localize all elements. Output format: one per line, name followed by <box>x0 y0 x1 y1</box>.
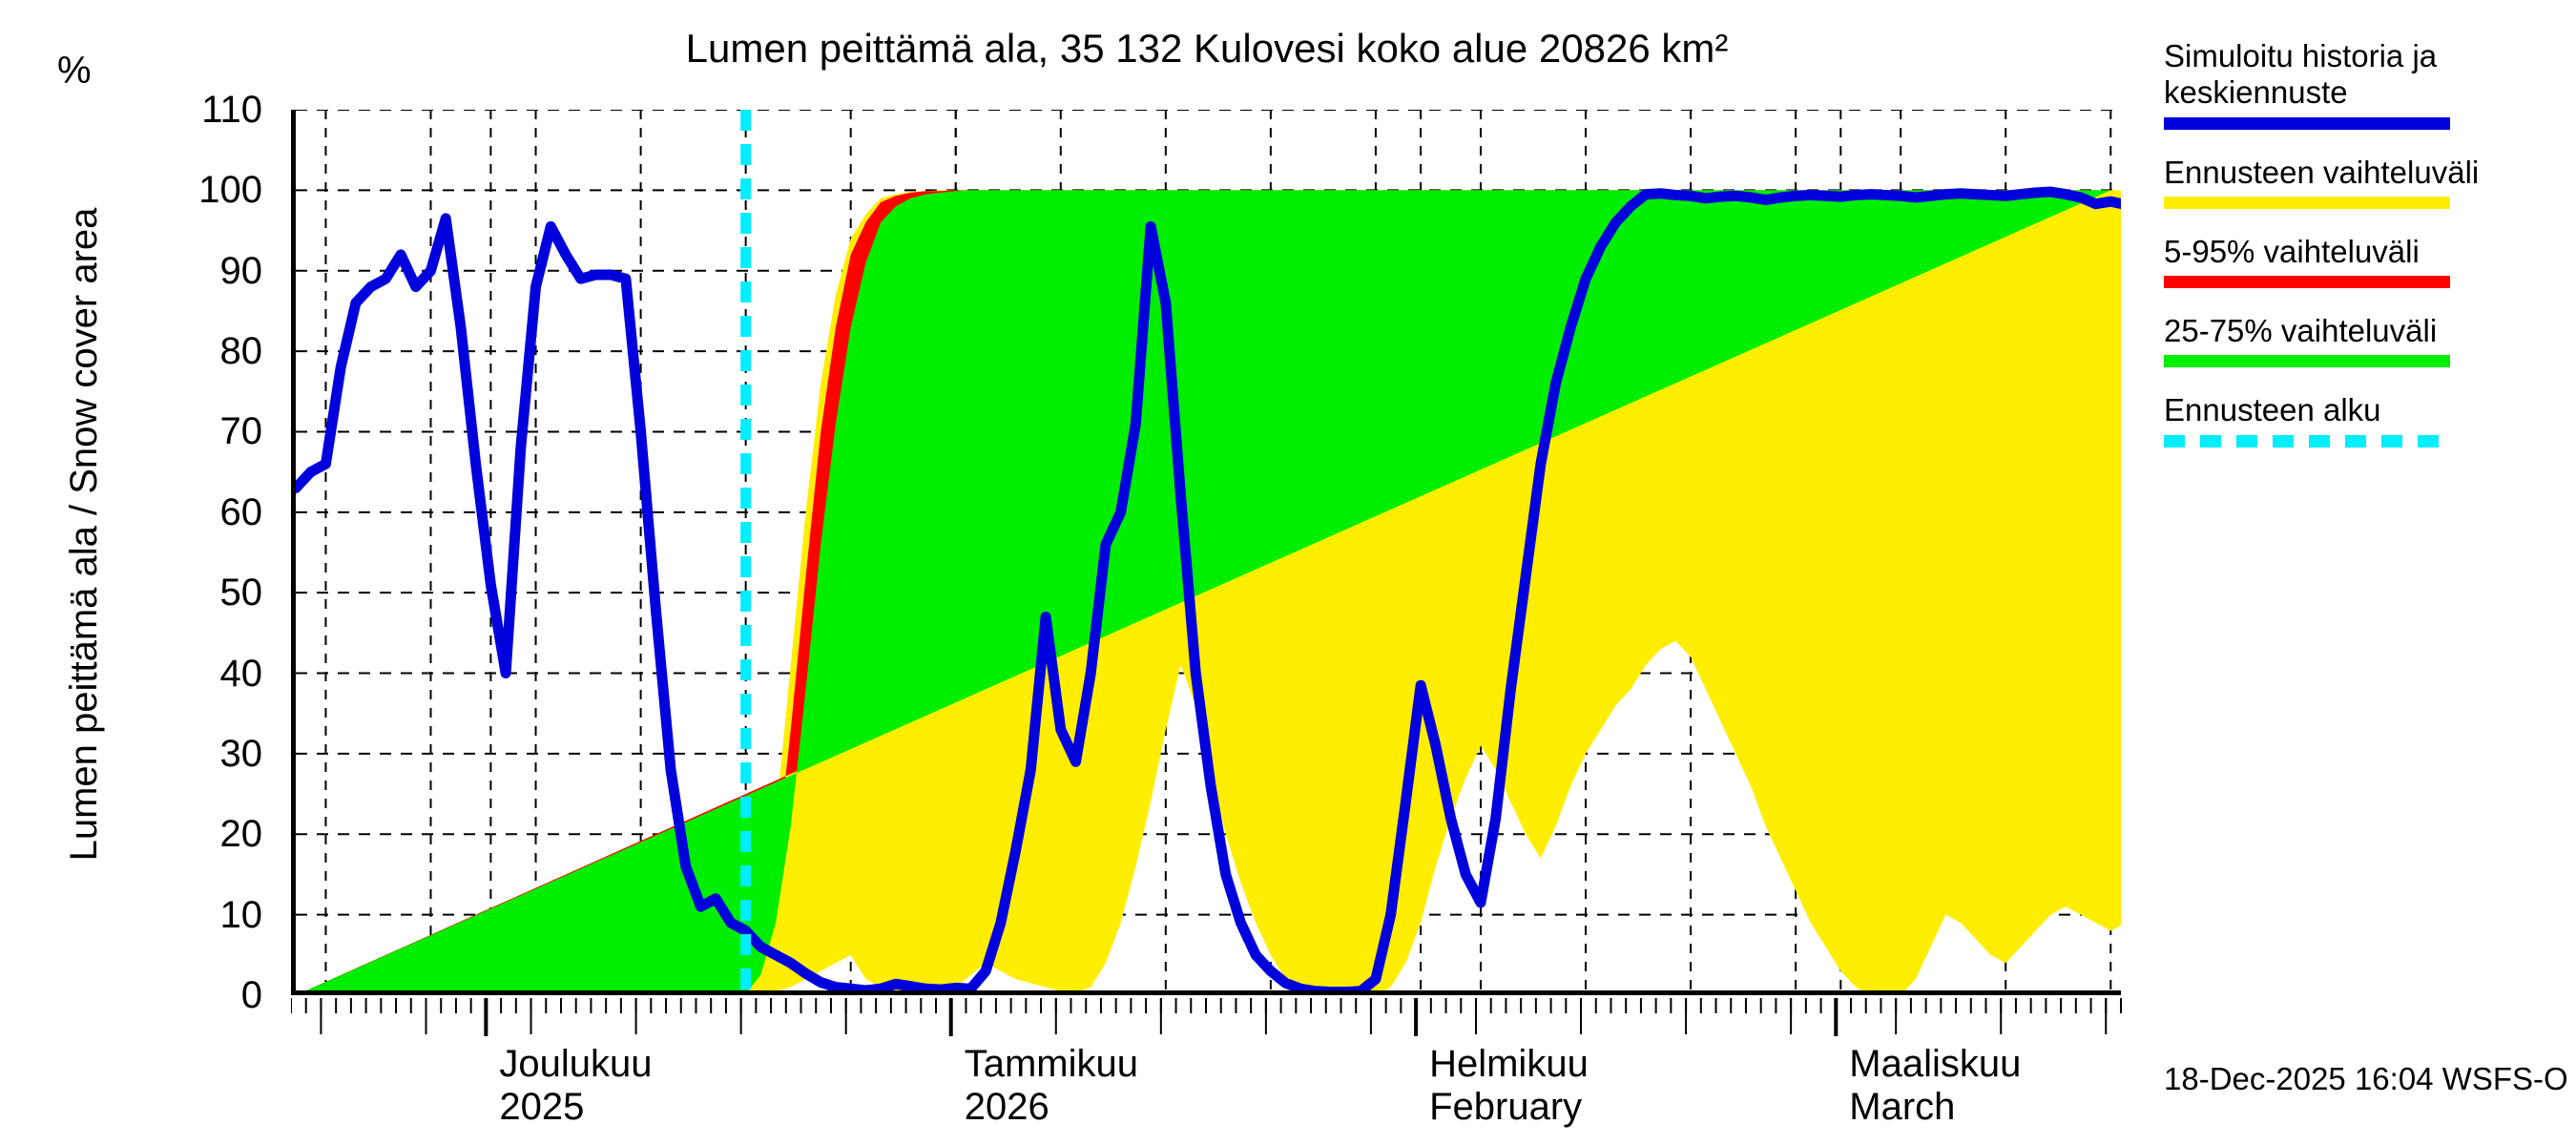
legend-swatch-5-95-vaihteluv-li <box>2164 276 2450 289</box>
y-tick-label: 10 <box>219 893 263 936</box>
x-label-secondary: 2026 <box>964 1085 1049 1128</box>
y-tick-label: 60 <box>219 490 263 533</box>
band-00ee00 <box>306 190 2111 990</box>
plot-inner <box>296 110 2121 990</box>
y-tick-label: 50 <box>219 572 263 614</box>
plot-area <box>291 110 2121 995</box>
x-axis-month-label: Tammikuu 2026 <box>965 1043 1138 1129</box>
x-axis-month-label: Joulukuu 2025 <box>499 1043 652 1129</box>
y-axis-unit: % <box>57 50 92 92</box>
x-axis-month-label: Maaliskuu March <box>1849 1043 2021 1129</box>
legend-label: Simuloitu historia ja keskiennuste <box>2164 38 2438 111</box>
y-tick-label: 70 <box>219 410 263 453</box>
mean-forecast-line <box>296 186 2121 990</box>
y-tick-label: 40 <box>219 652 263 695</box>
y-tick-label: 90 <box>219 249 263 292</box>
y-tick-label: 80 <box>219 330 263 373</box>
legend-swatch-ennusteen-alku <box>2164 434 2450 448</box>
x-axis-month-label: Helmikuu February <box>1429 1043 1589 1129</box>
legend-label: 5-95% vaihteluväli <box>2164 233 2420 269</box>
y-tick-label: 30 <box>219 732 263 775</box>
legend-label: 25-75% vaihteluväli <box>2164 313 2438 349</box>
chart-legend: Simuloitu historia ja keskiennuste Ennust… <box>2164 38 2565 472</box>
legend-swatch-25-75-vaihteluv-li <box>2164 355 2450 368</box>
legend-swatch-simuloitu-historia-ja-keskiennuste <box>2164 116 2450 130</box>
y-tick-label: 20 <box>219 813 263 856</box>
legend-swatch-ennusteen-vaihteluv-li <box>2164 196 2450 209</box>
x-label-primary: Helmikuu <box>1429 1043 1589 1085</box>
legend-label: Ennusteen vaihteluväli <box>2164 154 2480 190</box>
footer-timestamp: 18-Dec-2025 16:04 WSFS-O <box>2164 1061 2568 1096</box>
x-label-primary: Maaliskuu <box>1849 1043 2022 1085</box>
x-label-primary: Tammikuu <box>964 1043 1138 1085</box>
x-label-secondary: March <box>1849 1085 1956 1128</box>
chart-svg <box>296 110 2121 990</box>
x-label-secondary: 2025 <box>499 1085 585 1128</box>
y-tick-label: 0 <box>240 974 262 1016</box>
x-axis-tick-marks <box>291 998 2122 1036</box>
y-axis-ticks: 0 10 20 30 40 50 60 70 80 90 100 110 <box>72 0 262 1145</box>
y-tick-label: 110 <box>201 89 262 131</box>
x-label-secondary: February <box>1429 1085 1583 1128</box>
chart-title: Lumen peittämä ala, 35 132 Kulovesi koko… <box>685 26 1729 71</box>
x-label-primary: Joulukuu <box>499 1043 653 1085</box>
y-tick-label: 100 <box>198 169 262 212</box>
legend-label: Ennusteen alku <box>2164 392 2381 428</box>
